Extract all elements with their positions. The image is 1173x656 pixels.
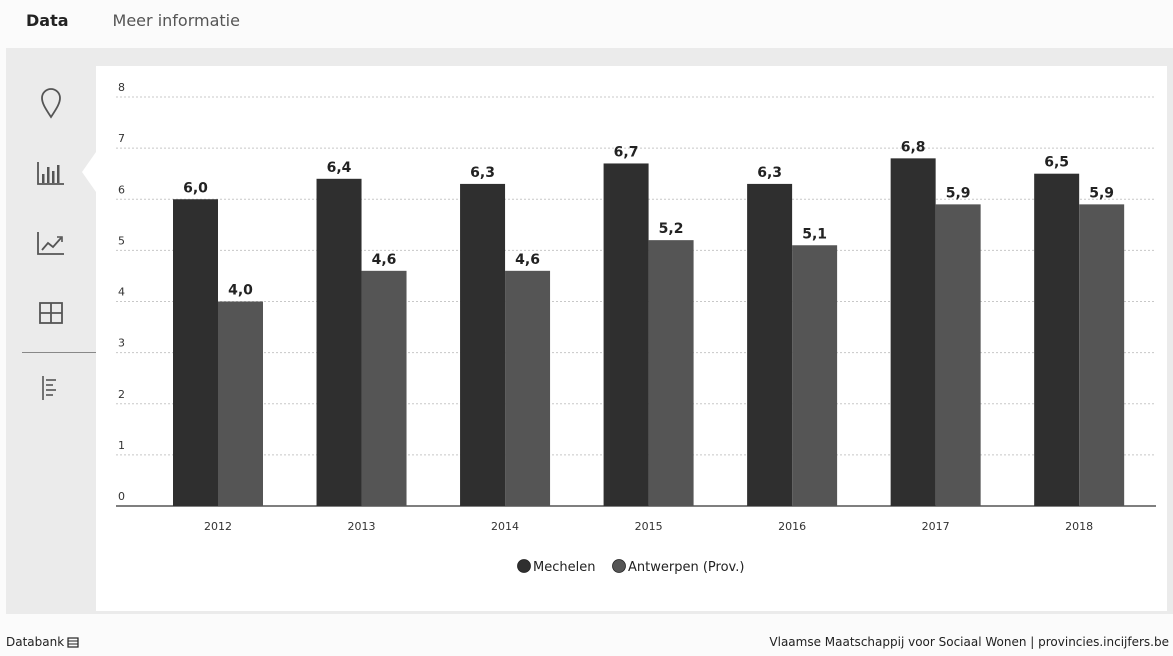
data-label: 6,3 [470,165,495,181]
list-icon[interactable] [34,371,68,405]
legend-marker [612,559,626,573]
data-label: 6,0 [183,180,208,196]
line-chart-icon[interactable] [34,226,68,260]
data-label: 6,7 [614,144,639,160]
bar-mechelen [460,183,506,506]
tab-bar: Data Meer informatie [26,8,240,32]
y-tick-label: 8 [118,81,125,94]
bar-chart: 0 1 2 3 4 5 6 7 8 6,0 4,0 2012 6,4 4,6 2013 6,3 4,6 2014 6… [116,81,1156,575]
footer-source-text: Vlaamse Maatschappij voor Sociaal Wonen … [769,635,1169,649]
y-tick-label: 7 [118,132,125,145]
x-tick-label: 2014 [491,520,519,533]
x-tick-label: 2015 [635,520,663,533]
x-tick-label: 2016 [778,520,806,533]
data-label: 5,9 [1089,185,1114,201]
database-icon [67,636,79,648]
tab-meer-informatie[interactable]: Meer informatie [112,10,240,30]
x-tick-label: 2017 [922,520,950,533]
bar-mechelen [173,199,218,506]
y-tick-label: 1 [118,439,125,452]
bar-mechelen [1034,173,1080,506]
data-label: 6,4 [327,160,352,176]
bar-mechelen [316,178,362,507]
data-label: 4,0 [228,283,253,299]
data-label: 5,1 [802,226,827,242]
data-label: 5,2 [659,221,684,237]
legend-label: Antwerpen (Prov.) [628,560,744,575]
table-icon[interactable] [34,296,68,330]
bar-mechelen [890,158,936,506]
y-tick-label: 2 [118,388,125,401]
bar-antwerpen [361,270,407,506]
bar-mechelen [603,163,649,506]
y-tick-label: 3 [118,337,125,350]
data-label: 6,8 [901,139,926,155]
chart-area: 0 1 2 3 4 5 6 7 8 6,0 4,0 2012 6,4 4,6 2013 6,3 4,6 2014 6… [96,66,1167,611]
bar-antwerpen [218,301,263,506]
y-tick-label: 6 [118,183,125,196]
bar-antwerpen [648,240,694,506]
data-label: 6,5 [1044,155,1069,171]
legend-label: Mechelen [533,560,595,575]
data-label: 4,6 [515,252,540,268]
y-tick-label: 0 [118,490,125,503]
footer-source-link[interactable]: Databank [6,635,79,649]
view-sidebar [6,66,100,611]
bar-antwerpen [505,270,551,506]
active-indicator [82,152,96,192]
bar-mechelen [747,183,793,506]
bar-antwerpen [1079,204,1125,507]
data-label: 6,3 [757,165,782,181]
bar-antwerpen [935,204,981,507]
x-tick-label: 2012 [204,520,232,533]
footer-left-label: Databank [6,635,65,649]
tab-data[interactable]: Data [26,10,69,30]
x-tick-label: 2013 [348,520,376,533]
bar-antwerpen [792,245,838,506]
data-label: 4,6 [372,252,397,268]
y-tick-label: 5 [118,234,125,247]
data-label: 5,9 [946,185,971,201]
sidebar-divider [22,352,100,353]
bar-chart-icon[interactable] [34,156,68,190]
map-pin-icon[interactable] [34,86,68,120]
y-tick-label: 4 [118,286,125,299]
legend-marker [517,559,531,573]
x-tick-label: 2018 [1065,520,1093,533]
